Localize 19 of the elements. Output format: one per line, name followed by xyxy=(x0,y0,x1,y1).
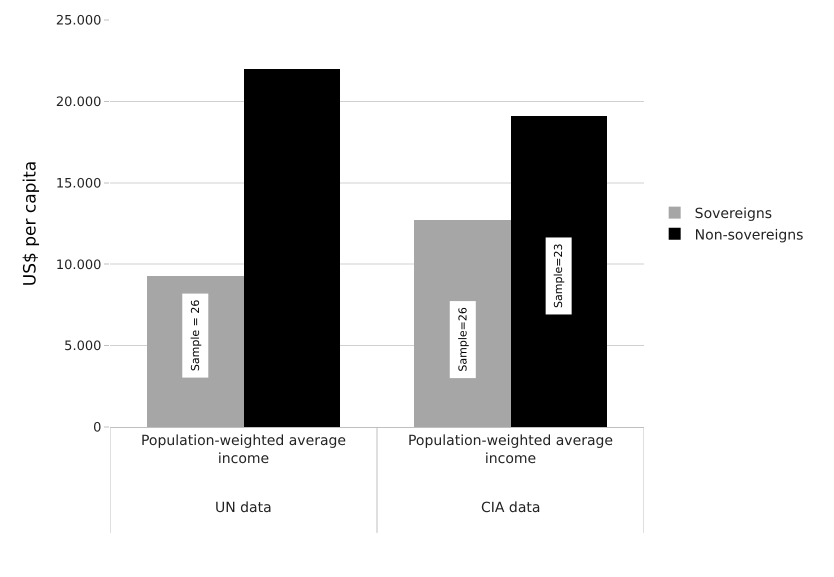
text: CIA data xyxy=(481,500,540,516)
x-tick-label: Population-weighted average income xyxy=(140,432,346,467)
text: UN data xyxy=(215,500,272,516)
bar xyxy=(244,69,340,427)
y-tick-label: 10.000 xyxy=(56,258,102,273)
bar xyxy=(511,116,607,427)
y-tick-label: 5.000 xyxy=(64,339,102,354)
y-tick-label: 25.000 xyxy=(56,14,102,29)
y-axis-title: US$ per capita xyxy=(20,160,40,286)
y-tick-label: 20.000 xyxy=(56,94,102,110)
legend-label: Non-sovereigns xyxy=(694,227,804,244)
annotation: Sample=23 xyxy=(552,244,566,308)
annotation: Sample = 26 xyxy=(188,300,202,372)
y-tick-label: 15.000 xyxy=(56,176,102,192)
bar xyxy=(414,220,511,427)
legend-label: Sovereigns xyxy=(694,206,772,222)
annotation: Sample=26 xyxy=(456,307,470,372)
x-tick-label: Population-weighted average income xyxy=(408,432,614,467)
y-tick-label: 0 xyxy=(93,420,102,436)
